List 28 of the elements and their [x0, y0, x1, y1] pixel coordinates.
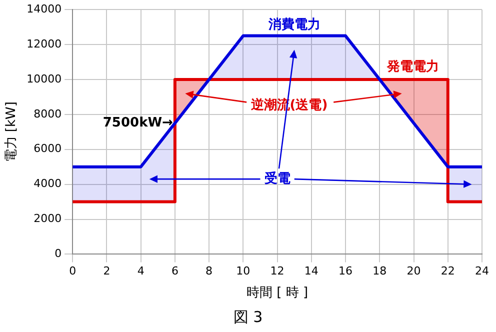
x-tick-label: 10	[236, 264, 250, 278]
x-tick-label: 12	[270, 264, 284, 278]
x-tick-label: 2	[103, 264, 110, 278]
y-tick-label: 14000	[26, 2, 62, 16]
y-axis-title: 電力 [kW]	[4, 102, 20, 162]
y-tick-label: 8000	[34, 107, 62, 120]
y-tick-label: 2000	[34, 212, 62, 226]
y-tick-label: 4000	[34, 177, 62, 190]
series-label: 消費電力	[267, 18, 320, 33]
y-tick-label: 10000	[26, 72, 62, 86]
x-tick-label: 20	[406, 264, 421, 278]
x-tick-label: 4	[137, 264, 144, 278]
x-axis-title: 時間 [ 時 ]	[246, 286, 308, 301]
x-tick-label: 0	[69, 264, 76, 278]
annotation: 受電	[263, 170, 290, 186]
x-tick-label: 14	[304, 264, 318, 278]
y-tick-label: 6000	[34, 142, 62, 156]
x-tick-label: 18	[372, 264, 387, 278]
x-tick-label: 8	[206, 264, 213, 278]
caption: 図 3	[232, 308, 264, 327]
annotation: 7500kW→	[102, 116, 174, 131]
x-tick-label: 22	[440, 264, 455, 278]
series-label: 発電電力	[386, 59, 439, 74]
x-tick-label: 16	[338, 264, 353, 278]
y-tick-label: 12000	[26, 37, 62, 50]
y-tick-label: 0	[54, 247, 62, 260]
x-tick-label: 6	[171, 264, 178, 278]
x-tick-label: 24	[475, 264, 489, 278]
